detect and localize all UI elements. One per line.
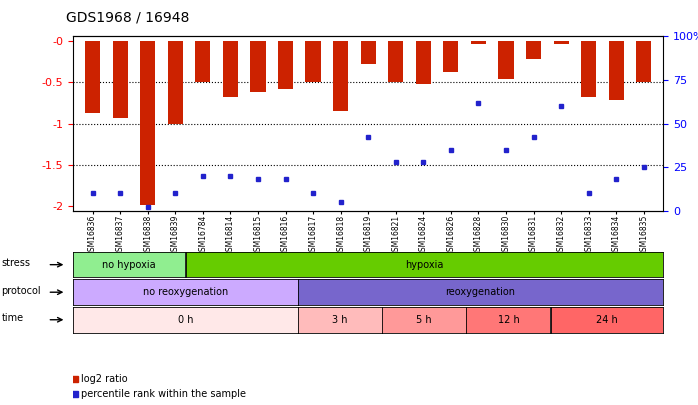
Bar — [581, 40, 596, 97]
Text: 24 h: 24 h — [596, 315, 618, 325]
Text: hypoxia: hypoxia — [405, 260, 443, 270]
Text: no reoxygenation: no reoxygenation — [143, 287, 228, 297]
Bar — [609, 40, 624, 100]
Bar — [388, 40, 403, 82]
Bar — [554, 40, 569, 44]
Bar — [443, 40, 459, 72]
Bar — [306, 40, 320, 82]
Text: GDS1968 / 16948: GDS1968 / 16948 — [66, 10, 190, 24]
Bar — [498, 40, 514, 79]
Text: 5 h: 5 h — [417, 315, 432, 325]
Bar — [526, 40, 541, 59]
Text: protocol: protocol — [1, 286, 41, 296]
Text: stress: stress — [1, 258, 31, 269]
Bar — [168, 40, 183, 124]
Bar — [112, 40, 128, 118]
Bar — [361, 40, 376, 64]
Bar — [416, 40, 431, 84]
Text: log2 ratio: log2 ratio — [82, 374, 128, 384]
Text: 3 h: 3 h — [332, 315, 348, 325]
Bar — [471, 40, 486, 44]
Bar — [251, 40, 265, 92]
Text: time: time — [1, 313, 24, 324]
Bar — [195, 40, 210, 82]
Bar — [85, 40, 100, 113]
Bar — [140, 40, 155, 205]
Bar — [278, 40, 293, 89]
Text: no hypoxia: no hypoxia — [103, 260, 156, 270]
Text: 12 h: 12 h — [498, 315, 519, 325]
Bar — [333, 40, 348, 111]
Bar — [223, 40, 238, 97]
Bar — [637, 40, 651, 82]
Text: percentile rank within the sample: percentile rank within the sample — [82, 389, 246, 399]
Text: 0 h: 0 h — [178, 315, 193, 325]
Text: reoxygenation: reoxygenation — [445, 287, 515, 297]
